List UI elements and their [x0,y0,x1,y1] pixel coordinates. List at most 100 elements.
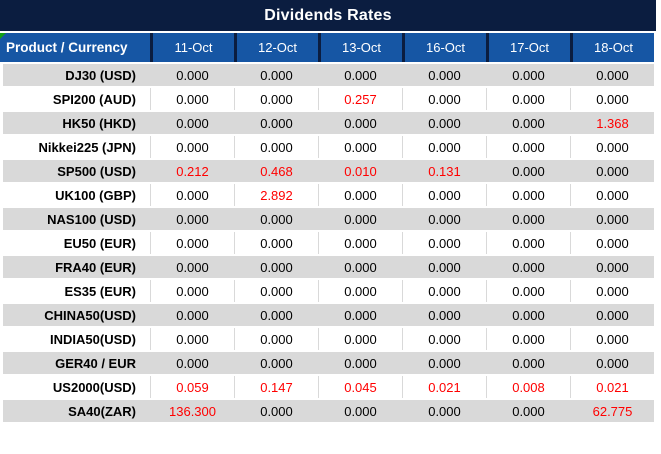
value-cell: 0.000 [150,304,234,326]
table-row: Nikkei225 (JPN) 0.000 0.000 0.000 0.000 0.00… [3,136,654,160]
value-cell: 0.000 [486,184,570,206]
value-cell: 0.000 [570,160,654,182]
value-cell: 0.000 [402,136,486,158]
value-cell: 0.000 [318,208,402,230]
value-cell: 1.368 [570,112,654,134]
value-cell: 0.000 [234,112,318,134]
value-cell: 0.000 [402,280,486,302]
table-header-row: Product / Currency 11-Oct 12-Oct 13-Oct … [0,33,654,62]
value-cell: 0.000 [570,280,654,302]
product-cell: HK50 (HKD) [62,115,136,131]
table-row: SPI200 (AUD) 0.000 0.000 0.257 0.000 0.000 0.… [3,88,654,112]
product-cell: GER40 / EUR [55,355,136,371]
product-cell: NAS100 (USD) [47,211,136,227]
value-cell: 0.021 [570,376,654,398]
value-cell: 0.000 [318,64,402,86]
value-cell: 0.000 [402,400,486,422]
column-header-date-2: 12-Oct [234,33,318,62]
table-row: FRA40 (EUR) 0.000 0.000 0.000 0.000 0.000 0.0… [3,256,654,280]
value-cell: 0.000 [318,256,402,278]
table-row: UK100 (GBP) 0.000 2.892 0.000 0.000 0.000 0.0… [3,184,654,208]
value-cell: 0.000 [234,136,318,158]
product-cell: SA40(ZAR) [68,403,136,419]
value-cell: 0.000 [234,208,318,230]
value-cell: 0.000 [402,232,486,254]
value-cell: 0.000 [318,184,402,206]
value-cell: 0.000 [570,328,654,350]
table-row: SA40(ZAR) 136.300 0.000 0.000 0.000 0.000 62.… [3,400,654,424]
value-cell: 0.147 [234,376,318,398]
value-cell: 0.000 [318,304,402,326]
product-cell: UK100 (GBP) [55,187,136,203]
value-cell: 0.045 [318,376,402,398]
table-row: DJ30 (USD) 0.000 0.000 0.000 0.000 0.000 0.00… [3,64,654,88]
product-cell: INDIA50(USD) [50,331,136,347]
value-cell: 0.468 [234,160,318,182]
value-cell: 0.000 [234,400,318,422]
value-cell: 0.000 [318,232,402,254]
value-cell: 0.000 [486,256,570,278]
value-cell: 0.000 [402,64,486,86]
value-cell: 0.000 [318,328,402,350]
product-cell: CHINA50(USD) [44,307,136,323]
product-cell: EU50 (EUR) [63,235,136,251]
value-cell: 0.000 [570,256,654,278]
value-cell: 0.000 [402,88,486,110]
table-row: GER40 / EUR 0.000 0.000 0.000 0.000 0.000 0.0… [3,352,654,376]
value-cell: 0.000 [570,88,654,110]
table-row: US2000(USD) 0.059 0.147 0.045 0.021 0.008 0.0… [3,376,654,400]
value-cell: 0.000 [486,136,570,158]
value-cell: 0.000 [234,64,318,86]
value-cell: 0.010 [318,160,402,182]
value-cell: 0.000 [150,280,234,302]
product-cell: ES35 (EUR) [64,283,136,299]
column-header-date-6: 18-Oct [570,33,654,62]
value-cell: 0.000 [150,256,234,278]
value-cell: 0.000 [318,352,402,374]
value-cell: 0.000 [570,184,654,206]
value-cell: 0.000 [150,232,234,254]
value-cell: 0.000 [570,232,654,254]
value-cell: 0.000 [486,400,570,422]
value-cell: 0.000 [570,352,654,374]
value-cell: 0.000 [486,232,570,254]
table-row: NAS100 (USD) 0.000 0.000 0.000 0.000 0.000 0.… [3,208,654,232]
value-cell: 136.300 [150,400,234,422]
value-cell: 0.000 [570,208,654,230]
column-header-date-1: 11-Oct [150,33,234,62]
value-cell: 0.000 [570,64,654,86]
table-row: CHINA50(USD) 0.000 0.000 0.000 0.000 0.000 0.… [3,304,654,328]
page-title: Dividends Rates [264,6,392,24]
value-cell: 0.021 [402,376,486,398]
table-body: DJ30 (USD) 0.000 0.000 0.000 0.000 0.000 0.00… [3,64,654,424]
value-cell: 0.000 [402,184,486,206]
value-cell: 0.000 [486,208,570,230]
table-row: INDIA50(USD) 0.000 0.000 0.000 0.000 0.000 0.… [3,328,654,352]
value-cell: 0.000 [486,352,570,374]
value-cell: 0.000 [234,304,318,326]
value-cell: 0.000 [150,64,234,86]
cell-corner-marker-icon [0,33,6,39]
value-cell: 0.000 [150,136,234,158]
value-cell: 0.000 [234,232,318,254]
column-header-product: Product / Currency [0,33,150,62]
value-cell: 0.000 [402,304,486,326]
value-cell: 0.000 [570,304,654,326]
table-row: HK50 (HKD) 0.000 0.000 0.000 0.000 0.000 1.36… [3,112,654,136]
value-cell: 0.008 [486,376,570,398]
value-cell: 0.000 [234,280,318,302]
product-cell: Nikkei225 (JPN) [38,139,136,155]
value-cell: 0.000 [150,328,234,350]
value-cell: 0.131 [402,160,486,182]
table-title-bar: Dividends Rates [0,0,656,31]
column-header-date-4: 16-Oct [402,33,486,62]
product-cell: FRA40 (EUR) [55,259,136,275]
value-cell: 0.000 [318,136,402,158]
value-cell: 0.000 [486,88,570,110]
value-cell: 0.000 [402,208,486,230]
value-cell: 0.000 [150,112,234,134]
product-cell: SP500 (USD) [57,163,136,179]
value-cell: 0.000 [150,352,234,374]
value-cell: 62.775 [570,400,654,422]
